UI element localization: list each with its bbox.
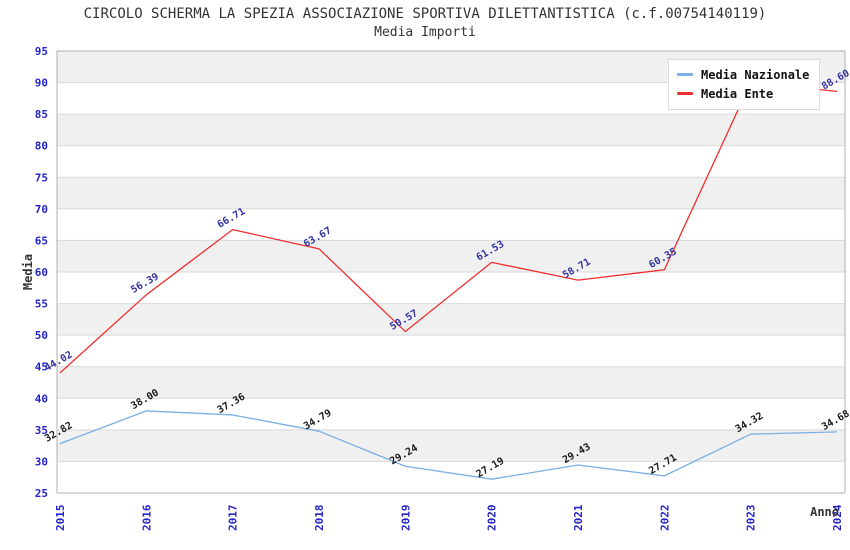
legend-swatch-media-ente-icon — [677, 92, 693, 95]
plot-band — [57, 335, 845, 367]
x-tick-label: 2015 — [54, 505, 67, 532]
x-tick-label: 2020 — [486, 505, 499, 532]
y-tick-label: 40 — [35, 392, 48, 405]
plot-band — [57, 429, 845, 462]
series-line-media-ente — [59, 81, 838, 374]
x-tick-label: 2017 — [227, 505, 240, 532]
series-line-media-nazionale — [59, 410, 838, 480]
x-tick-label: 2022 — [658, 505, 671, 532]
plot-band — [57, 114, 845, 146]
plot-band — [57, 303, 845, 336]
legend-swatch-media-nazionale-icon — [677, 73, 693, 76]
y-tick-label: 80 — [35, 140, 48, 153]
y-tick-label: 75 — [35, 171, 48, 184]
y-tick-label: 50 — [35, 329, 48, 342]
x-tick-label: 2018 — [313, 505, 326, 532]
legend-item-media-ente: Media Ente — [677, 84, 809, 103]
plot-band — [57, 398, 845, 430]
legend-item-label: Media Ente — [701, 86, 774, 101]
plot-band — [57, 208, 845, 241]
x-tick-label: 2016 — [140, 504, 153, 531]
y-tick-label: 35 — [35, 424, 48, 437]
y-tick-label: 85 — [35, 108, 48, 121]
x-tick-label: 2021 — [572, 504, 585, 531]
x-tick-label: 2024 — [831, 504, 844, 531]
x-tick-label: 2019 — [399, 505, 412, 532]
plot-band — [57, 272, 845, 304]
plot-band — [57, 461, 845, 493]
legend: Media Nazionale Media Ente — [668, 59, 821, 110]
x-axis-label: Anno — [810, 505, 839, 519]
legend-item-media-nazionale: Media Nazionale — [677, 65, 809, 84]
y-tick-label: 65 — [35, 234, 48, 247]
plot-band — [57, 145, 845, 178]
y-tick-label: 60 — [35, 266, 48, 279]
y-tick-label: 70 — [35, 203, 48, 216]
x-tick-label: 2023 — [745, 505, 758, 532]
y-tick-label: 25 — [35, 487, 48, 500]
chart-subtitle: Media Importi — [374, 25, 476, 40]
y-tick-label: 95 — [35, 45, 48, 58]
plot-band — [57, 177, 845, 209]
y-axis-label: Media — [21, 253, 35, 291]
plot-border — [56, 50, 846, 494]
y-tick-label: 30 — [35, 455, 48, 468]
plot-band — [57, 366, 845, 399]
legend-item-label: Media Nazionale — [701, 67, 810, 82]
plot-band — [57, 240, 845, 272]
chart-title: CIRCOLO SCHERMA LA SPEZIA ASSOCIAZIONE S… — [83, 6, 767, 22]
y-tick-label: 90 — [35, 77, 48, 90]
y-tick-label: 55 — [35, 298, 48, 311]
y-tick-label: 45 — [35, 361, 48, 374]
